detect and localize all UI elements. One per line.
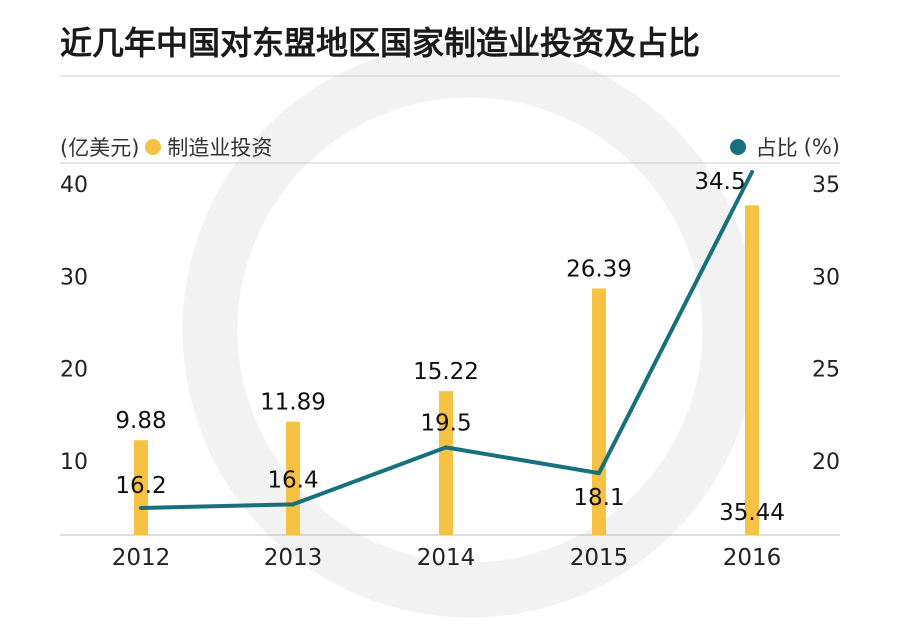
line-data-label: 19.5 (420, 410, 471, 436)
chart-title: 近几年中国对东盟地区国家制造业投资及占比 (60, 24, 701, 62)
left-axis-unit: (亿美元) (60, 136, 140, 160)
line-legend-dot-icon (729, 139, 746, 155)
left-tick-label: 10 (60, 450, 88, 475)
line-point (139, 505, 143, 510)
bar-legend-dot-icon (145, 139, 162, 155)
right-tick-label: 30 (812, 265, 840, 290)
left-tick-label: 30 (60, 265, 88, 290)
x-tick-label: 2014 (417, 545, 476, 571)
bar-data-label: 11.89 (260, 390, 326, 416)
x-tick-label: 2013 (264, 545, 323, 571)
right-tick-label: 20 (812, 450, 840, 475)
legend-left: (亿美元) 制造业投资 (60, 132, 272, 162)
line-point (291, 502, 295, 507)
left-tick-label: 20 (60, 358, 88, 383)
bar-data-label: 9.88 (115, 408, 166, 434)
bar-data-label: 15.22 (413, 359, 479, 385)
line-legend-label: 占比 (755, 136, 798, 160)
right-tick-label: 25 (812, 358, 840, 383)
line-point (597, 471, 601, 476)
right-axis-unit: (%) (803, 135, 840, 159)
watermark-ring (182, 42, 758, 618)
left-tick-label: 40 (60, 173, 88, 198)
line-data-label: 18.1 (573, 485, 624, 511)
bar-data-label: 35.44 (719, 500, 785, 526)
x-tick-label: 2016 (723, 545, 782, 571)
bar (745, 205, 759, 535)
bar (439, 391, 453, 535)
line-data-label: 16.2 (115, 473, 166, 499)
line-data-label: 34.5 (694, 169, 745, 195)
legend-right: 占比 (%) (729, 132, 840, 162)
bar-data-label: 26.39 (566, 256, 632, 282)
bar-legend-label: 制造业投资 (167, 136, 273, 160)
bar (134, 440, 148, 535)
line-data-label: 16.4 (267, 467, 318, 493)
bar (286, 421, 300, 535)
x-tick-label: 2012 (112, 545, 171, 571)
x-tick-label: 2015 (570, 545, 629, 571)
line-point (750, 170, 754, 174)
right-tick-label: 35 (812, 173, 840, 198)
line-point (444, 445, 448, 450)
